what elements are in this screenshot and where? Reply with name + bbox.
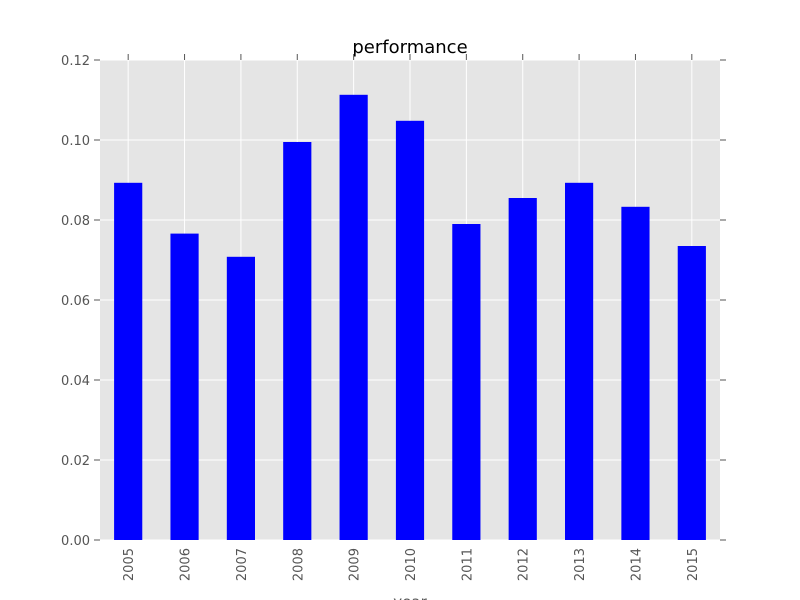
x-tick-label: 2007 xyxy=(235,548,250,581)
y-tick-label: 0.10 xyxy=(61,134,90,149)
y-tick-label: 0.02 xyxy=(61,454,90,469)
bars xyxy=(114,94,706,541)
bar-2012 xyxy=(508,198,537,540)
y-tick-label: 0.00 xyxy=(61,534,90,549)
x-tick-label: 2008 xyxy=(291,548,306,581)
x-axis-label: year xyxy=(393,593,427,600)
x-tick-label: 2009 xyxy=(348,548,363,581)
x-tick-labels: 2005 2006 2007 2008 2009 2010 2011 2012 2013 2014… xyxy=(122,548,701,581)
x-tick-label: 2005 xyxy=(122,548,137,581)
chart-title: performance xyxy=(352,37,467,58)
x-tick-label: 2014 xyxy=(629,548,644,581)
bar-2008 xyxy=(283,142,312,540)
x-tick-label: 2011 xyxy=(460,548,475,581)
bar-2005 xyxy=(114,182,143,541)
x-tick-label: 2010 xyxy=(404,548,419,581)
y-tick-label: 0.04 xyxy=(61,374,90,389)
bar-2010 xyxy=(395,120,425,541)
bar-2009 xyxy=(339,94,368,541)
bar-2015 xyxy=(677,246,706,540)
x-tick-label: 2006 xyxy=(179,548,194,581)
bar-2007 xyxy=(226,256,255,540)
axis-ticks xyxy=(94,54,726,541)
bar-2006 xyxy=(170,233,199,540)
y-tick-labels: 0.00 0.02 0.04 0.06 0.08 0.10 0.12 xyxy=(61,54,90,549)
x-tick-label: 2013 xyxy=(573,548,588,581)
x-tick-label: 2012 xyxy=(517,548,532,581)
bar-2011 xyxy=(452,224,481,540)
y-tick-label: 0.12 xyxy=(61,54,90,69)
y-tick-label: 0.06 xyxy=(61,294,90,309)
bar-2013 xyxy=(565,182,594,541)
x-tick-label: 2015 xyxy=(686,548,701,581)
y-tick-label: 0.08 xyxy=(61,214,90,229)
bar-2014 xyxy=(621,206,650,541)
